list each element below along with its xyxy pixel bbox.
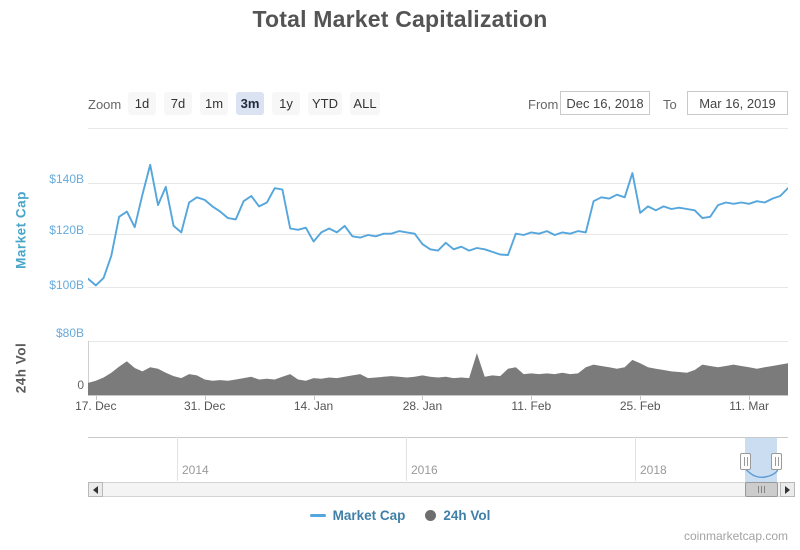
navigator-top-border xyxy=(88,437,788,438)
x-axis-line xyxy=(88,395,788,396)
legend-label: Market Cap xyxy=(332,508,406,523)
legend-item-24h-vol[interactable]: 24h Vol xyxy=(425,508,490,523)
scrollbar-right-arrow[interactable] xyxy=(780,482,795,497)
gridline-100b xyxy=(88,287,788,288)
volume-series xyxy=(88,353,788,395)
circle-marker-icon xyxy=(425,510,437,521)
x-axis-tick xyxy=(204,395,206,400)
x-axis-label: 25. Feb xyxy=(619,399,661,413)
x-axis-tick xyxy=(531,395,533,400)
gridline-140b xyxy=(88,183,788,184)
x-axis-label: 14. Jan xyxy=(293,399,334,413)
page-title: Total Market Capitalization xyxy=(252,6,548,32)
to-label: To xyxy=(663,97,677,112)
x-axis-label: 31. Dec xyxy=(183,399,226,413)
navigator-left-handle[interactable] xyxy=(740,453,751,470)
zoom-button-1d[interactable]: 1d xyxy=(128,92,156,115)
from-date-input[interactable] xyxy=(560,91,650,115)
y-tick-80b: $80B xyxy=(55,326,84,340)
navigator-gridline-2018 xyxy=(635,437,636,481)
x-axis-label: 11. Feb xyxy=(511,399,552,413)
legend-item-market-cap[interactable]: Market Cap xyxy=(309,508,406,523)
navigator-year-label: 2014 xyxy=(182,463,209,477)
from-label: From xyxy=(528,97,559,112)
x-axis-tick xyxy=(749,395,751,400)
x-axis-tick xyxy=(313,395,315,400)
volume-axis-title: 24h Vol xyxy=(13,342,29,394)
watermark: coinmarketcap.com xyxy=(683,529,788,543)
gridline-120b xyxy=(88,234,788,235)
x-axis-tick xyxy=(640,395,642,400)
scrollbar-track[interactable] xyxy=(88,482,795,497)
left-arrow-icon xyxy=(93,485,98,494)
legend-label: 24h Vol xyxy=(443,508,491,523)
y-tick-140b: $140B xyxy=(49,172,84,186)
volume-left-axis-line xyxy=(88,341,89,395)
x-axis-tick xyxy=(95,395,97,400)
zoom-button-ytd[interactable]: YTD xyxy=(308,92,342,115)
zoom-button-3m[interactable]: 3m xyxy=(236,92,264,115)
zoom-button-7d[interactable]: 7d xyxy=(164,92,192,115)
zoom-button-1m[interactable]: 1m xyxy=(200,92,228,115)
navigator-gridline-2014 xyxy=(177,437,178,481)
navigator-mini-series xyxy=(744,466,778,478)
market-cap-series xyxy=(88,163,788,287)
x-axis-tick xyxy=(422,395,424,400)
y-tick-0: 0 xyxy=(77,378,84,392)
line-marker-icon xyxy=(309,514,326,517)
x-axis-label: 28. Jan xyxy=(402,399,443,413)
zoom-button-all[interactable]: ALL xyxy=(350,92,380,115)
volume-plot-area[interactable] xyxy=(88,341,788,395)
market-cap-plot-area[interactable] xyxy=(88,140,788,294)
scrollbar-thumb[interactable] xyxy=(745,482,778,497)
x-axis-label: 17. Dec xyxy=(75,399,117,413)
navigator-year-label: 2018 xyxy=(640,463,667,477)
navigator-year-label: 2016 xyxy=(411,463,438,477)
zoom-button-1y[interactable]: 1y xyxy=(272,92,300,115)
y-tick-100b: $100B xyxy=(49,278,84,292)
to-date-input[interactable] xyxy=(687,91,788,115)
scrollbar-left-arrow[interactable] xyxy=(88,482,103,497)
zoom-range-label: Zoom xyxy=(88,97,122,112)
right-arrow-icon xyxy=(785,485,790,494)
navigator-right-handle[interactable] xyxy=(771,453,782,470)
legend: Market Cap 24h Vol xyxy=(0,508,800,523)
y-tick-120b: $120B xyxy=(49,223,84,237)
gridline-80b xyxy=(88,341,788,342)
market-cap-axis-title: Market Cap xyxy=(13,191,29,269)
navigator-gridline-2016 xyxy=(406,437,407,481)
toolbar-divider xyxy=(88,128,788,129)
x-axis-label: 11. Mar xyxy=(729,399,770,413)
